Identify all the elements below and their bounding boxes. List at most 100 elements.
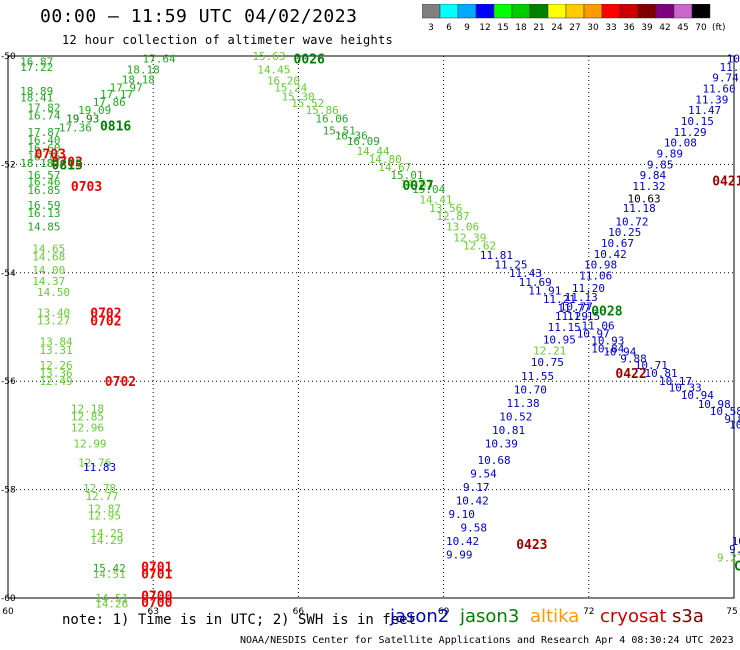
wave-height-label: 9.99 bbox=[446, 549, 473, 562]
wave-height-label: 11.21 bbox=[543, 293, 576, 306]
wave-height-label: 9.10 bbox=[448, 508, 475, 521]
wave-height-label: 15.01 bbox=[390, 169, 423, 182]
pass-time-label: 0422 bbox=[615, 367, 646, 382]
wave-height-label: 12.85 bbox=[71, 410, 104, 423]
wave-height-label: 17.82 bbox=[27, 101, 60, 114]
wave-height-label: 14.80 bbox=[369, 153, 402, 166]
wave-height-label: 9.89 bbox=[657, 148, 684, 161]
wave-height-label: 9.17 bbox=[463, 481, 490, 494]
wave-height-label: 12.49 bbox=[39, 375, 72, 388]
legend-label: 45 bbox=[677, 23, 688, 33]
wave-height-label: 11.77 bbox=[557, 302, 590, 315]
wave-height-label: 15.30 bbox=[281, 91, 314, 104]
wave-height-label: 10.58 bbox=[710, 405, 740, 418]
x-tick-label: 72 bbox=[583, 607, 594, 617]
wave-height-label: 12.62 bbox=[463, 240, 496, 253]
wave-height-label: 14.68 bbox=[32, 251, 65, 264]
wave-height-label: 12.99 bbox=[73, 438, 106, 451]
wave-height-label: 9.84 bbox=[640, 169, 667, 182]
satellite-label-altika: altika bbox=[530, 606, 580, 627]
wave-height-label: 12.78 bbox=[83, 482, 116, 495]
wave-height-label: 18.18 bbox=[127, 64, 160, 77]
wave-height-label: 10.81 bbox=[644, 367, 677, 380]
wave-height-label: 18.41 bbox=[20, 92, 53, 105]
wave-height-label: 14.85 bbox=[27, 221, 60, 234]
pass-time-label: 0026 bbox=[294, 53, 325, 68]
legend-label: 36 bbox=[623, 23, 635, 33]
wave-height-label: 10.39 bbox=[485, 438, 518, 451]
wave-height-label: 14.29 bbox=[90, 534, 123, 547]
wave-height-label: 10.98 bbox=[584, 259, 617, 272]
x-tick-label: 66 bbox=[293, 607, 305, 617]
wave-height-label: 14.67 bbox=[378, 161, 411, 174]
wave-height-label: 15.24 bbox=[274, 81, 307, 94]
legend-label: 12 bbox=[479, 23, 490, 33]
wave-height-label: 9.58 bbox=[461, 522, 488, 535]
legend-label: 3 bbox=[428, 23, 434, 33]
wave-height-label: 17.86 bbox=[93, 96, 126, 109]
wave-height-label: 16.87 bbox=[20, 55, 53, 68]
satellite-label-s3a: s3a bbox=[672, 606, 704, 627]
wave-height-label: 14.65 bbox=[32, 242, 65, 255]
wave-height-label: 11.55 bbox=[521, 370, 554, 383]
legend-label: 70 bbox=[695, 23, 707, 33]
wave-height-label: 11.32 bbox=[632, 180, 665, 193]
wave-height-label: 14.51 bbox=[93, 568, 126, 581]
wave-height-label: 10.15 bbox=[681, 115, 714, 128]
wave-height-label: 11.15 bbox=[567, 310, 600, 323]
wave-height-label: 17.87 bbox=[27, 126, 60, 139]
wave-height-label: 11.60 bbox=[703, 83, 736, 96]
wave-height-label: 14.26 bbox=[95, 597, 128, 610]
wave-height-label: 14.00 bbox=[32, 264, 65, 277]
wave-height-label: 9.29 bbox=[729, 543, 740, 556]
wave-height-label: 16.36 bbox=[335, 130, 368, 143]
wave-height-label: 14.41 bbox=[419, 194, 452, 207]
wave-height-label: 15.42 bbox=[93, 562, 126, 575]
wave-height-label: 11.91 bbox=[528, 285, 561, 298]
legend-label: 24 bbox=[551, 23, 563, 33]
wave-height-label: 10.33 bbox=[669, 382, 702, 395]
pass-time-label: 0816 bbox=[100, 119, 131, 134]
legend-label: 27 bbox=[569, 23, 580, 33]
wave-height-label: 12.95 bbox=[88, 510, 121, 523]
wave-height-label: 10.81 bbox=[492, 424, 525, 437]
wave-height-label: 11.83 bbox=[83, 461, 116, 474]
wave-height-label: 14.44 bbox=[356, 145, 389, 158]
legend-label: 18 bbox=[515, 23, 527, 33]
wave-height-label: 18.18 bbox=[20, 157, 53, 170]
wave-height-label: 9.74 bbox=[712, 72, 739, 85]
pass-time-label: 0421 bbox=[712, 175, 740, 190]
legend-label: 33 bbox=[605, 23, 616, 33]
wave-height-label: 10.90 bbox=[727, 53, 740, 66]
wave-height-label: 10.67 bbox=[601, 237, 634, 250]
satellite-label-jason3: jason3 bbox=[460, 606, 520, 627]
legend-label: 39 bbox=[641, 23, 653, 33]
pass-time-label: 0703 bbox=[71, 180, 102, 195]
legend-label: 21 bbox=[533, 23, 544, 33]
wave-height-label: 11.06 bbox=[582, 319, 615, 332]
wave-height-label: 11.47 bbox=[688, 104, 721, 117]
wave-height-label: 11.06 bbox=[579, 270, 612, 283]
wave-height-label: 16.60 bbox=[27, 142, 60, 155]
wave-height-label: 10.17 bbox=[659, 375, 692, 388]
wave-height-label: 10.84 bbox=[591, 343, 624, 356]
wave-height-label: 16.20 bbox=[267, 74, 300, 87]
y-tick-label: -58 bbox=[1, 486, 16, 496]
pass-time-label: 0028 bbox=[591, 305, 622, 320]
wave-height-label: 15.52 bbox=[291, 97, 324, 110]
wave-height-label: 18.18 bbox=[122, 73, 155, 86]
wave-height-label: 12.87 bbox=[88, 503, 121, 516]
pass-time-label: 0702 bbox=[90, 306, 121, 321]
wave-height-label: 16.57 bbox=[27, 169, 60, 182]
wave-height-label: 16.06 bbox=[315, 112, 348, 125]
wave-height-label: 9.88 bbox=[620, 352, 647, 365]
wave-height-label: 14.25 bbox=[90, 527, 123, 540]
wave-height-label: 10 bbox=[729, 419, 740, 432]
wave-height-label: 17.97 bbox=[110, 81, 143, 94]
wave-height-label: 10.71 bbox=[635, 359, 668, 372]
wave-height-label: 11.18 bbox=[623, 202, 656, 215]
satellite-label-cryosat: cryosat bbox=[600, 606, 667, 627]
wave-height-label: 16.09 bbox=[347, 135, 380, 148]
wave-height-label: 10.75 bbox=[531, 356, 564, 369]
